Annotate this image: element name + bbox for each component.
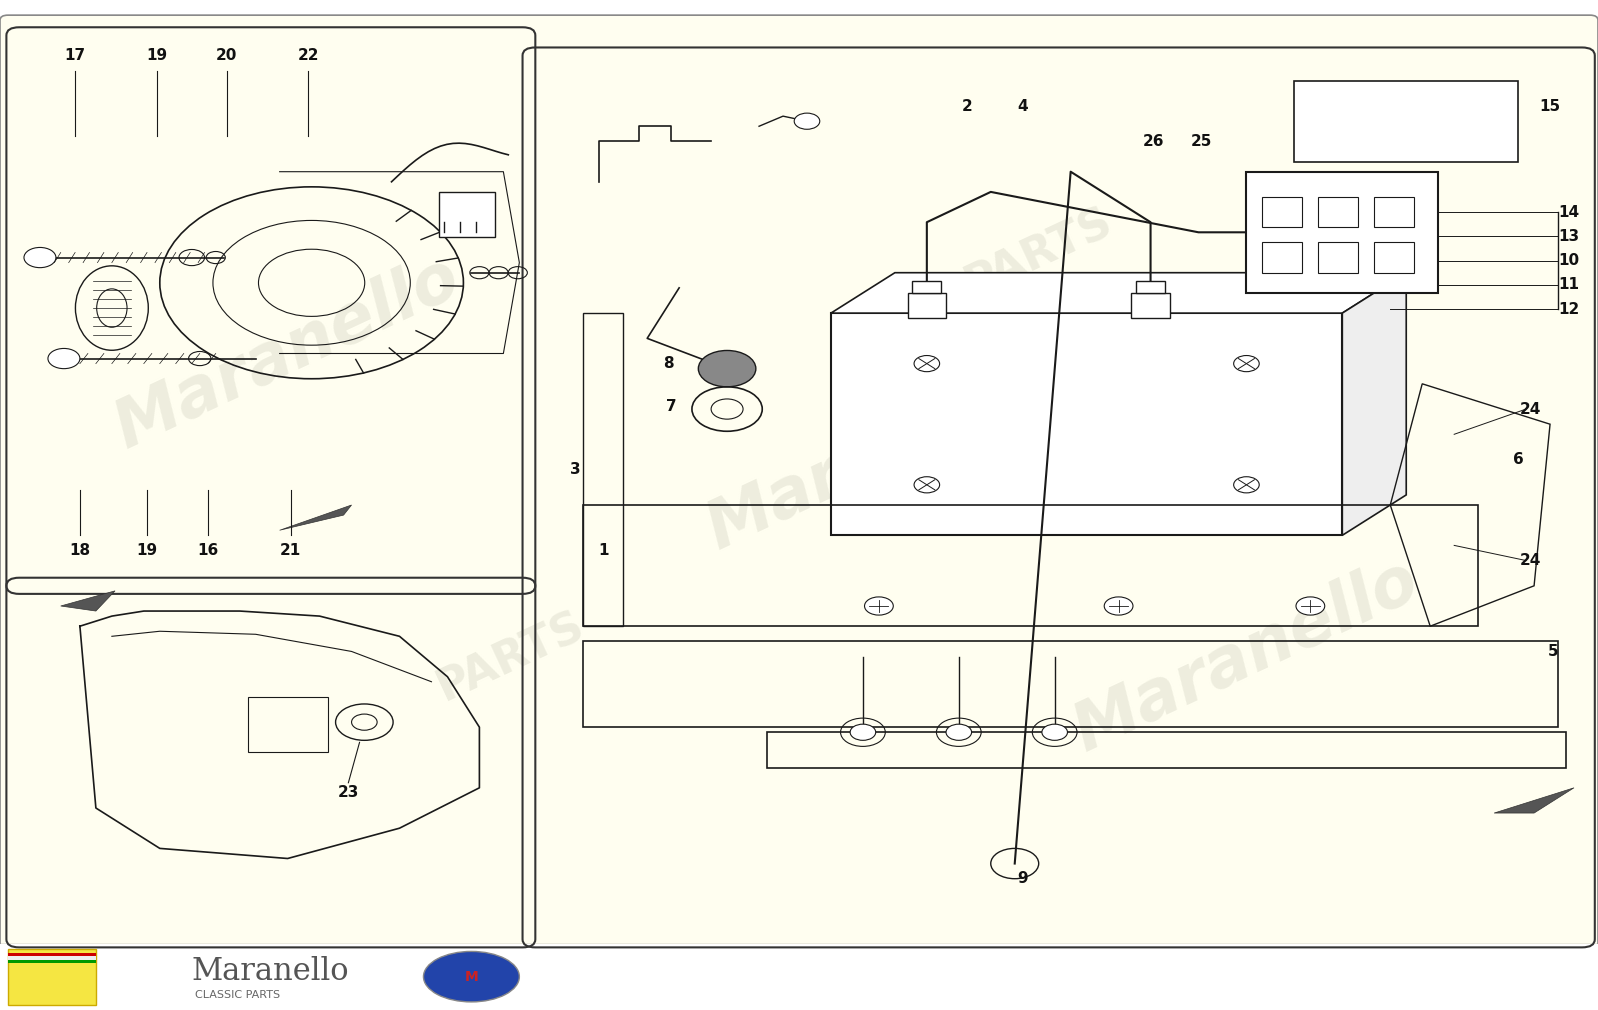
Bar bbox=[1131, 293, 1170, 318]
Circle shape bbox=[865, 597, 893, 615]
Text: Maranello: Maranello bbox=[104, 244, 471, 463]
Text: 10: 10 bbox=[1558, 254, 1580, 268]
Polygon shape bbox=[1342, 273, 1406, 535]
Text: 2: 2 bbox=[962, 99, 972, 113]
Text: 20: 20 bbox=[216, 48, 238, 63]
Bar bbox=[583, 641, 1558, 727]
Text: 17: 17 bbox=[64, 48, 86, 63]
Circle shape bbox=[1296, 597, 1325, 615]
Bar bbox=[0, 944, 1598, 1010]
Bar bbox=[8, 953, 96, 956]
Circle shape bbox=[946, 724, 972, 740]
Bar bbox=[767, 732, 1566, 768]
Bar bbox=[1136, 281, 1165, 293]
Bar bbox=[583, 313, 623, 626]
Text: 1: 1 bbox=[599, 543, 609, 558]
Bar bbox=[1374, 197, 1414, 227]
Text: 4: 4 bbox=[1018, 99, 1028, 113]
Text: 22: 22 bbox=[297, 48, 320, 63]
Bar bbox=[8, 949, 96, 1005]
Text: 3: 3 bbox=[570, 463, 580, 477]
Text: 11: 11 bbox=[1558, 278, 1580, 292]
Bar bbox=[8, 956, 96, 959]
Text: Maranello: Maranello bbox=[695, 345, 1063, 564]
Text: 25: 25 bbox=[1191, 134, 1213, 148]
Text: M: M bbox=[465, 970, 478, 984]
Text: 16: 16 bbox=[197, 543, 219, 558]
Text: 13: 13 bbox=[1558, 229, 1580, 243]
Bar bbox=[1374, 242, 1414, 273]
Text: 5: 5 bbox=[1548, 644, 1558, 659]
Circle shape bbox=[698, 350, 756, 387]
Circle shape bbox=[1104, 597, 1133, 615]
Text: 19: 19 bbox=[136, 543, 158, 558]
Text: 12: 12 bbox=[1558, 302, 1580, 316]
Polygon shape bbox=[280, 505, 352, 530]
Bar bbox=[248, 697, 328, 752]
Bar bbox=[912, 281, 941, 293]
Text: PARTS: PARTS bbox=[959, 200, 1119, 305]
Bar bbox=[8, 960, 96, 963]
Polygon shape bbox=[1494, 788, 1574, 813]
Circle shape bbox=[24, 247, 56, 268]
Text: 23: 23 bbox=[337, 786, 360, 800]
Text: 26: 26 bbox=[1143, 134, 1165, 148]
FancyBboxPatch shape bbox=[0, 15, 1598, 1005]
Text: 14: 14 bbox=[1558, 205, 1580, 219]
Text: 15: 15 bbox=[1539, 99, 1561, 113]
Text: Maranello: Maranello bbox=[192, 956, 350, 987]
Bar bbox=[1262, 197, 1302, 227]
Circle shape bbox=[1042, 724, 1067, 740]
Text: 9: 9 bbox=[1018, 872, 1028, 886]
Text: CLASSIC PARTS: CLASSIC PARTS bbox=[195, 990, 280, 1000]
Text: 24: 24 bbox=[1520, 553, 1542, 568]
FancyBboxPatch shape bbox=[439, 192, 495, 237]
Bar bbox=[831, 313, 1342, 535]
Bar bbox=[1318, 242, 1358, 273]
Text: 24: 24 bbox=[1520, 402, 1542, 416]
Text: 6: 6 bbox=[1513, 452, 1523, 467]
FancyBboxPatch shape bbox=[1294, 81, 1518, 162]
Ellipse shape bbox=[423, 951, 519, 1002]
Text: 19: 19 bbox=[145, 48, 168, 63]
Text: 18: 18 bbox=[69, 543, 91, 558]
Bar bbox=[583, 505, 1478, 626]
Polygon shape bbox=[831, 273, 1406, 313]
Bar bbox=[1246, 172, 1438, 293]
Polygon shape bbox=[61, 591, 115, 611]
Bar bbox=[908, 293, 946, 318]
Bar bbox=[1318, 197, 1358, 227]
Text: 8: 8 bbox=[663, 357, 673, 371]
Text: PARTS: PARTS bbox=[431, 604, 591, 709]
Circle shape bbox=[794, 113, 820, 129]
Text: Maranello: Maranello bbox=[1063, 547, 1430, 766]
Text: 7: 7 bbox=[666, 399, 676, 413]
Circle shape bbox=[48, 348, 80, 369]
Bar bbox=[1262, 242, 1302, 273]
Circle shape bbox=[850, 724, 876, 740]
Text: 21: 21 bbox=[280, 543, 302, 558]
